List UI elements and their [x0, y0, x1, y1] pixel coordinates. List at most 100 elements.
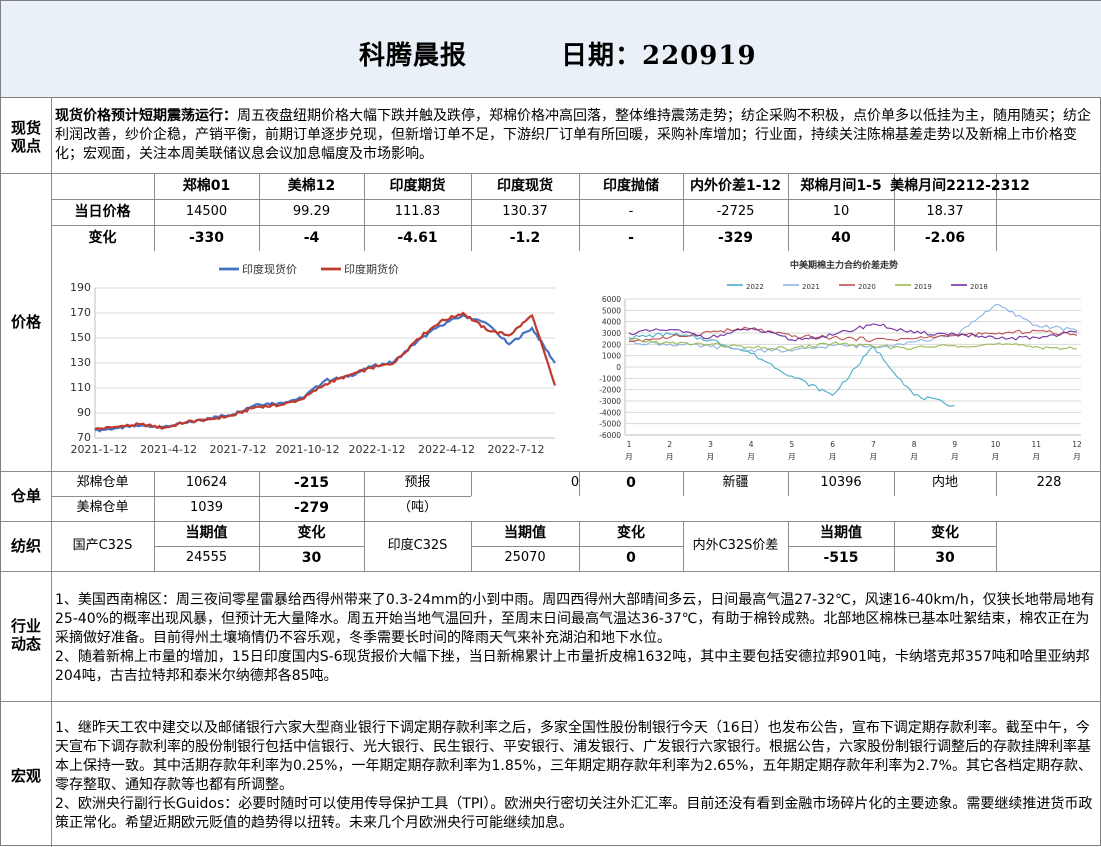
legend-entry: 印度现货价 — [242, 262, 297, 276]
forecast-change: 0 — [579, 472, 683, 494]
y-tick-label: 5000 — [602, 306, 621, 315]
y-tick-label: 90 — [77, 406, 91, 419]
macro-item-2: 2、欧洲央行副行长Guidos：必要时随时可以使用传导保护工具（TPI）。欧洲央… — [55, 795, 1095, 833]
price-today-value: 14500 — [154, 201, 259, 223]
spread-cur-header: 当期值 — [788, 522, 894, 544]
y-tick-label: 6000 — [602, 295, 621, 304]
price-today-value: 99.29 — [259, 201, 364, 223]
x-tick-label: 11 — [1031, 440, 1041, 449]
x-tick-label: 2021-1-12 — [71, 443, 128, 456]
x-tick-label-unit: 月7月 — [870, 452, 878, 461]
x-tick-label-unit: 月1月 — [625, 452, 633, 461]
price-change-value: 40 — [788, 227, 894, 249]
y-tick-label: 2000 — [602, 340, 621, 349]
report-title: 科腾晨报 — [359, 35, 467, 72]
price-col-header: 美棉12 — [259, 175, 364, 197]
price-change-value: -4 — [259, 227, 364, 249]
y-tick-label: 1000 — [602, 352, 621, 361]
price-col-header: 郑棉月间1-5 — [788, 175, 894, 197]
y-tick-label: -3000 — [599, 397, 621, 406]
x-tick-label: 8 — [912, 440, 917, 449]
xinjiang-label: 新疆 — [683, 472, 788, 494]
zc-warehouse-label: 郑棉仓单 — [51, 472, 154, 494]
section-label-warehouse: 仓单 — [1, 487, 51, 505]
x-tick-label-unit: 月9月 — [951, 452, 959, 461]
spot-view-headline: 现货价格预计短期震荡运行： — [55, 108, 237, 124]
y-tick-label: -2000 — [599, 386, 621, 395]
x-tick-label: 2021-4-12 — [140, 443, 197, 456]
spread-c32s-value: -515 — [788, 547, 894, 569]
section-label-spot-view: 现货 观点 — [1, 119, 51, 155]
india-cur-header: 当期值 — [471, 522, 579, 544]
spot-view-paragraph: 现货价格预计短期震荡运行：周五夜盘纽期价格大幅下跌并触及跌停，郑棉价格冲高回落，… — [55, 107, 1095, 164]
y-tick-label: 190 — [70, 281, 91, 294]
y-tick-label: 150 — [70, 331, 91, 344]
inland-value: 228 — [996, 472, 1101, 494]
india-c32s-change: 0 — [579, 547, 683, 569]
price-today-value: 18.37 — [894, 201, 996, 223]
x-tick-label-unit: 月4月 — [747, 452, 755, 461]
price-change-value: -4.61 — [364, 227, 471, 249]
price-change-value: -330 — [154, 227, 259, 249]
price-col-header: 印度抛储 — [579, 175, 683, 197]
price-today-value: 111.83 — [364, 201, 471, 223]
legend-entry: 2018 — [970, 283, 988, 291]
x-tick-label-unit: 月3月 — [707, 452, 715, 461]
legend-entry: 印度期货价 — [344, 262, 399, 276]
price-change-value: -1.2 — [471, 227, 579, 249]
y-tick-label: 4000 — [602, 318, 621, 327]
x-tick-label: 12 — [1072, 440, 1082, 449]
macro-item-1: 1、继昨天工农中建交以及邮储银行六家大型商业银行下调定期存款利率之后，多家全国性… — [55, 719, 1095, 795]
india-chg-header: 变化 — [579, 522, 683, 544]
section-label-textile: 纺织 — [1, 537, 51, 555]
domestic-c32s-change: 30 — [259, 547, 364, 569]
forecast-label: 预报 — [364, 472, 471, 494]
legend-entry: 2020 — [858, 283, 876, 291]
section-label-industry: 行业 动态 — [1, 617, 51, 653]
x-tick-label: 9 — [952, 440, 957, 449]
price-col-header: 郑棉01 — [154, 175, 259, 197]
y-tick-label: -6000 — [599, 431, 621, 440]
price-today-value: 130.37 — [471, 201, 579, 223]
us-warehouse-value: 1039 — [154, 497, 259, 519]
domestic-c32s-label: 国产C32S — [51, 522, 154, 570]
price-today-value: - — [579, 201, 683, 223]
series-line-印度现货价 — [95, 316, 555, 432]
legend-entry: 2019 — [914, 283, 932, 291]
price-change-value: - — [579, 227, 683, 249]
x-tick-label: 10 — [991, 440, 1001, 449]
y-tick-label: 130 — [70, 356, 91, 369]
inland-label: 内地 — [894, 472, 996, 494]
zc-warehouse-change: -215 — [259, 472, 364, 494]
legend-entry: 2022 — [746, 283, 764, 291]
y-tick-label: 170 — [70, 306, 91, 319]
y-tick-label: 3000 — [602, 329, 621, 338]
y-tick-label: -4000 — [599, 408, 621, 417]
zc-warehouse-value: 10624 — [154, 472, 259, 494]
x-tick-label-unit: 月2月 — [666, 452, 674, 461]
x-tick-label: 4 — [749, 440, 754, 449]
section-label-macro: 宏观 — [1, 767, 51, 785]
domestic-chg-header: 变化 — [259, 522, 364, 544]
x-tick-label: 2022-1-12 — [349, 443, 406, 456]
series-line-2020 — [629, 327, 1077, 341]
india-c32s-label: 印度C32S — [364, 522, 471, 570]
india-c32s-value: 25070 — [471, 547, 579, 569]
title-row: 科腾晨报 日期：220919 — [1, 1, 1101, 98]
domestic-c32s-value: 24555 — [154, 547, 259, 569]
row-label-today: 当日价格 — [51, 201, 154, 223]
x-tick-label-unit: 月5月 — [788, 452, 796, 461]
us-warehouse-change: -279 — [259, 497, 364, 519]
x-tick-label: 2021-10-12 — [276, 443, 340, 456]
x-tick-label: 7 — [871, 440, 876, 449]
chart-title: 中美期棉主力合约价差走势 — [790, 259, 898, 271]
y-tick-label: 0 — [616, 363, 621, 372]
x-tick-label: 2022-4-12 — [418, 443, 475, 456]
